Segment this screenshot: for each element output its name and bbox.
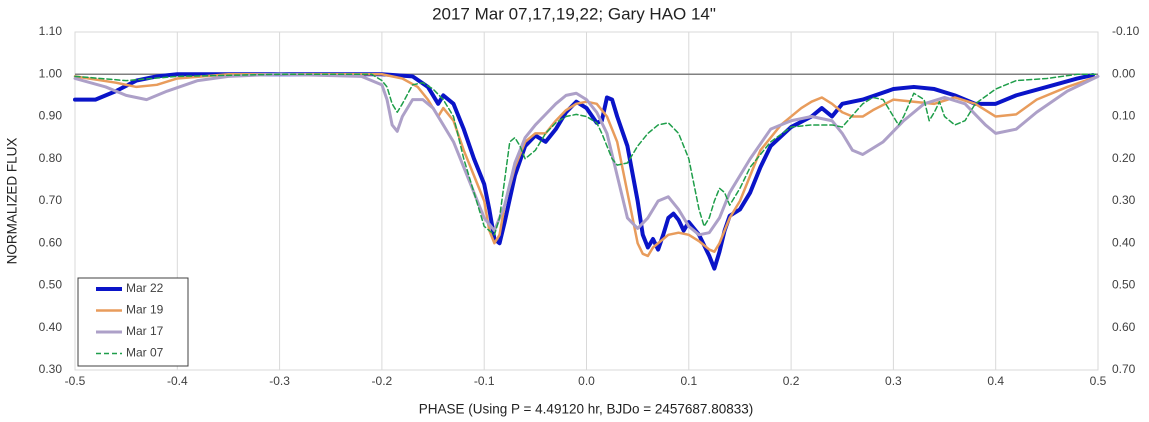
y2-tick-label: 0.00 [1112, 66, 1136, 80]
legend-label: Mar 19 [126, 303, 164, 317]
y2-tick-label: 0.70 [1112, 362, 1136, 376]
y-tick-label: 1.10 [39, 24, 63, 38]
chart-title: 2017 Mar 07,17,19,22; Gary HAO 14" [432, 4, 716, 23]
series-line [73, 72, 1095, 271]
y-tick-label: 1.00 [39, 66, 63, 80]
series-line [73, 72, 1100, 237]
y-tick-label: 0.70 [39, 193, 63, 207]
y2-tick-label: 0.50 [1112, 278, 1136, 292]
y-tick-label: 0.80 [39, 151, 63, 165]
y2-tick-label: 0.60 [1112, 320, 1136, 334]
legend-box [77, 277, 189, 367]
legend-label: Mar 07 [126, 346, 164, 360]
y-tick-label: 0.60 [39, 235, 63, 249]
y-tick-label: 0.40 [39, 320, 63, 334]
y2-tick-label: 0.20 [1112, 151, 1136, 165]
x-tick-label: 0.4 [987, 374, 1004, 388]
y-tick-label: 0.50 [39, 278, 63, 292]
x-tick-label: -0.4 [167, 374, 188, 388]
x-tick-label: 0.3 [885, 374, 902, 388]
x-tick-label: -0.5 [65, 374, 86, 388]
x-tick-label: 0.2 [783, 374, 800, 388]
series-line [73, 73, 1100, 258]
x-axis-title: PHASE (Using P = 4.49120 hr, BJDo = 2457… [419, 402, 753, 417]
y2-tick-label: 0.40 [1112, 235, 1136, 249]
x-tick-label: -0.1 [474, 374, 495, 388]
x-tick-label: 0.1 [680, 374, 697, 388]
x-tick-label: -0.3 [269, 374, 290, 388]
x-tick-label: 0.5 [1090, 374, 1107, 388]
y2-tick-label: 0.30 [1112, 193, 1136, 207]
x-tick-label: 0.0 [578, 374, 595, 388]
y-tick-label: 0.30 [39, 362, 63, 376]
y2-tick-label: -0.10 [1112, 24, 1140, 38]
legend-label: Mar 22 [126, 281, 164, 295]
legend: Mar 22 Mar 19 Mar 17 Mar 07 [77, 277, 189, 367]
x-tick-label: -0.2 [372, 374, 393, 388]
y-axis-title: NORMALIZED FLUX [5, 138, 20, 265]
y-tick-label: 0.90 [39, 109, 63, 123]
y2-tick-label: 0.10 [1112, 109, 1136, 123]
series-line [74, 73, 1099, 236]
plot-border [74, 31, 1099, 371]
legend-label: Mar 17 [126, 324, 164, 338]
